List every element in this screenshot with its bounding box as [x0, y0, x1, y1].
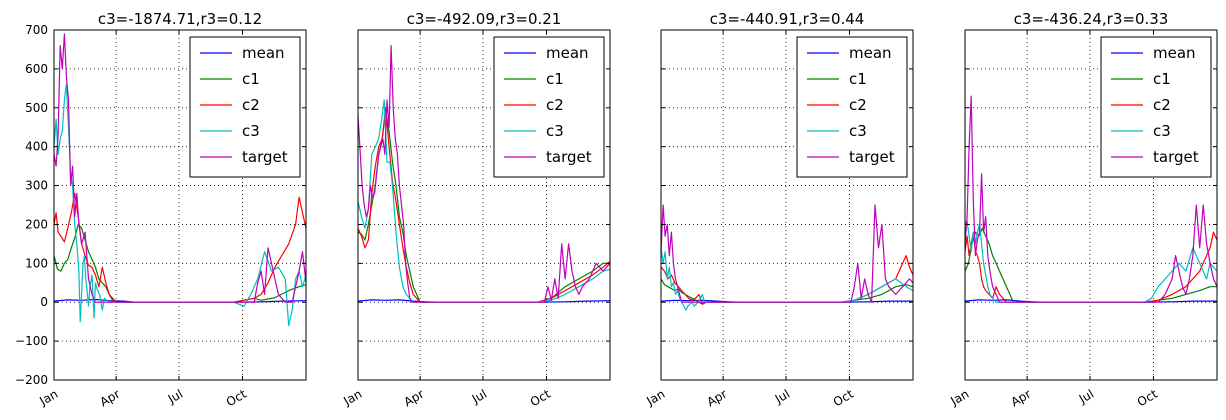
legend: mean c1 c2 c3 target	[493, 36, 605, 178]
legend-label-c1: c1	[849, 70, 867, 88]
subplot-3: Jan Apr Jul Octc3=-440.91,r3=0.44meanc1c2c3…	[643, 10, 914, 409]
legend-label-c3: c3	[242, 122, 260, 140]
legend-box	[1100, 36, 1212, 178]
legend-label-mean: mean	[1153, 44, 1196, 62]
axes-frame	[964, 29, 1218, 381]
series-line-c2	[660, 255, 914, 305]
y-tick-label: 600	[25, 62, 48, 76]
legend-label-c3: c3	[849, 122, 867, 140]
legend-label-c2: c2	[1153, 96, 1171, 114]
chart-title: c3=-436.24,r3=0.33	[1014, 10, 1169, 28]
series-line-c3	[357, 99, 611, 303]
legend-label-target: target	[1153, 148, 1199, 166]
series-line-c3	[964, 220, 1218, 303]
y-tick-label: 500	[25, 101, 48, 115]
y-tick-label: 100	[25, 256, 48, 270]
legend: mean c1 c2 c3 target	[1100, 36, 1212, 178]
x-tick-label: Jul	[772, 387, 792, 407]
series-line-c1	[660, 278, 914, 305]
chart-title: c3=-1874.71,r3=0.12	[98, 10, 262, 28]
x-tick-label: Jul	[469, 387, 489, 407]
series-line-target	[964, 95, 1218, 303]
legend-label-c3: c3	[1153, 122, 1171, 140]
series-line-c1	[53, 223, 307, 303]
legend-box	[493, 36, 605, 178]
y-tick-label: 0	[40, 295, 48, 309]
legend-label-c2: c2	[849, 96, 867, 114]
legend-label-c1: c1	[242, 70, 260, 88]
y-tick-label: −200	[15, 373, 48, 387]
subplot-2: Jan Apr Jul Octc3=-492.09,r3=0.21meanc1c2c3…	[340, 10, 611, 409]
legend-label-mean: mean	[849, 44, 892, 62]
chart-title: c3=-440.91,r3=0.44	[710, 10, 865, 28]
series-line-target	[660, 204, 914, 303]
y-tick-label: 400	[25, 140, 48, 154]
legend-label-c1: c1	[1153, 70, 1171, 88]
y-tick-label: 200	[25, 217, 48, 231]
series-line-c2	[357, 107, 611, 303]
series-line-target	[53, 33, 307, 303]
legend-label-mean: mean	[546, 44, 589, 62]
legend-label-target: target	[546, 148, 592, 166]
series-line-c1	[357, 111, 610, 303]
y-tick-label: 700	[25, 23, 48, 37]
legend-label-c1: c1	[546, 70, 564, 88]
y-tick-label: −100	[15, 334, 48, 348]
legend: mean c1 c2 c3 target	[189, 36, 301, 178]
legend-box	[796, 36, 908, 178]
legend-label-target: target	[242, 148, 288, 166]
legend-label-target: target	[849, 148, 895, 166]
legend-label-mean: mean	[242, 44, 285, 62]
subplot-4: Jan Apr Jul Octc3=-436.24,r3=0.33meanc1c2c3…	[947, 10, 1218, 409]
series-line-target	[357, 44, 611, 303]
y-tick-label: 300	[25, 179, 48, 193]
x-tick-label: Jul	[1076, 387, 1096, 407]
axes-frame	[53, 29, 307, 381]
legend-label-c2: c2	[242, 96, 260, 114]
chart-title: c3=-492.09,r3=0.21	[407, 10, 562, 28]
x-tick-label: Jul	[165, 387, 185, 407]
axes-frame	[660, 29, 914, 381]
legend-label-c2: c2	[546, 96, 564, 114]
axes-frame	[357, 29, 611, 381]
series-line-c2	[53, 192, 307, 303]
legend: mean c1 c2 c3 target	[796, 36, 908, 178]
series-line-c3	[660, 247, 914, 311]
legend-label-c3: c3	[546, 122, 564, 140]
legend-box	[189, 36, 301, 178]
